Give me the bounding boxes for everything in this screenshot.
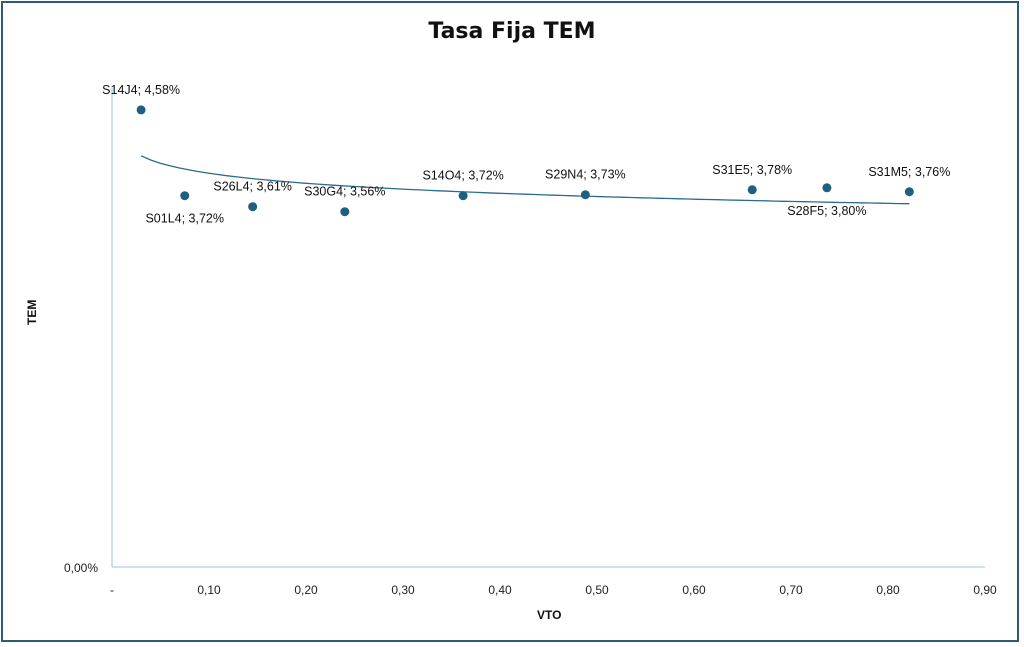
x-tick-label: 0,80 bbox=[876, 583, 900, 597]
data-label: S31M5; 3,76% bbox=[868, 165, 950, 179]
data-label: S30G4; 3,56% bbox=[304, 185, 385, 199]
chart-title: Tasa Fija TEM bbox=[428, 19, 596, 44]
data-label: S31E5; 3,78% bbox=[712, 163, 792, 177]
x-tick-label: 0,30 bbox=[391, 583, 415, 597]
x-tick-label: - bbox=[110, 583, 114, 597]
x-tick-label: 0,90 bbox=[973, 583, 997, 597]
data-label: S14O4; 3,72% bbox=[422, 169, 503, 183]
data-point bbox=[904, 187, 914, 197]
x-tick-label: 0,10 bbox=[197, 583, 221, 597]
x-tick-label: 0,60 bbox=[682, 583, 706, 597]
x-tick-label: 0,40 bbox=[488, 583, 512, 597]
data-point bbox=[248, 202, 258, 212]
x-tick-label: 0,20 bbox=[294, 583, 318, 597]
x-tick-label: 0,50 bbox=[585, 583, 609, 597]
data-point bbox=[822, 183, 832, 193]
data-point bbox=[340, 207, 350, 217]
data-point bbox=[747, 185, 757, 195]
data-label: S26L4; 3,61% bbox=[213, 180, 292, 194]
data-label: S14J4; 4,58% bbox=[102, 83, 180, 97]
data-point bbox=[580, 190, 590, 200]
data-point bbox=[136, 105, 146, 115]
data-label: S29N4; 3,73% bbox=[545, 168, 626, 182]
y-tick-label: 0,00% bbox=[64, 561, 98, 575]
x-tick-label: 0,70 bbox=[779, 583, 803, 597]
data-label: S01L4; 3,72% bbox=[145, 212, 224, 226]
data-point bbox=[180, 191, 190, 201]
x-axis-label: VTO bbox=[537, 608, 562, 622]
data-point bbox=[458, 191, 468, 201]
data-label: S28F5; 3,80% bbox=[787, 204, 866, 218]
trendline bbox=[140, 155, 910, 205]
